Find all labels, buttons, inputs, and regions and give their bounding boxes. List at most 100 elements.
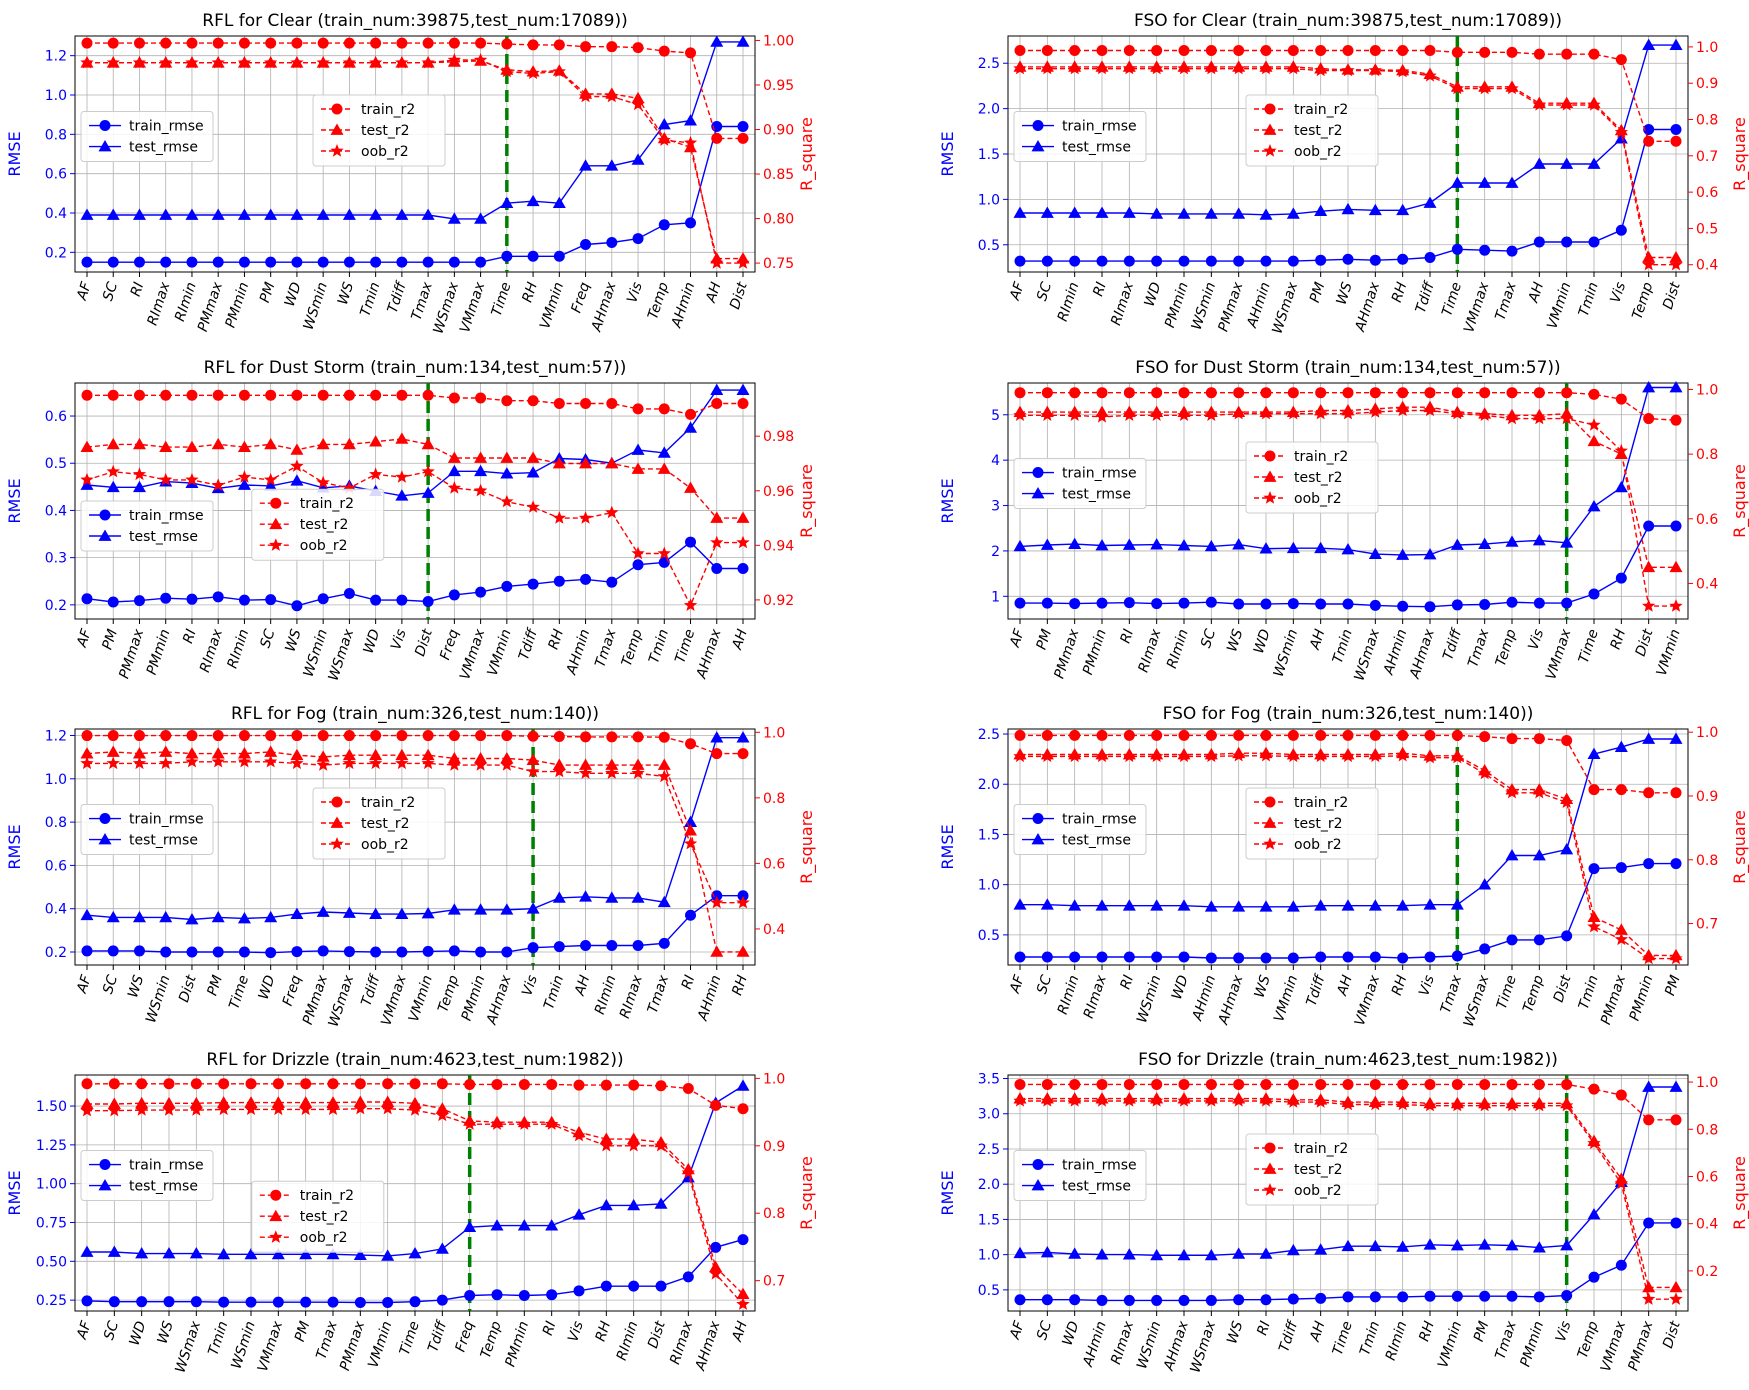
data-point-train_r2	[1151, 729, 1163, 741]
data-point-train_rmse	[1178, 1294, 1190, 1306]
legend-label: train_r2	[1294, 102, 1348, 118]
data-point-train_r2	[1069, 1078, 1081, 1090]
data-point-train_rmse	[1014, 951, 1026, 963]
data-point-train_rmse	[1670, 123, 1682, 135]
data-point-test_r2	[709, 1260, 723, 1273]
data-point-oob_r2	[353, 1101, 367, 1115]
data-point-test_r2	[1669, 1280, 1683, 1293]
legend-marker	[98, 140, 112, 152]
data-point-train_r2	[491, 1078, 503, 1090]
data-point-test_rmse	[631, 153, 645, 165]
x-tick-label: PMmax	[116, 627, 147, 681]
x-tick-label: RImax	[1108, 1319, 1137, 1367]
chart-panel: RFL for Fog (train_num:326,test_num:140)…	[5, 704, 817, 1029]
data-point-oob_r2	[290, 756, 304, 770]
data-point-train_r2	[396, 730, 408, 742]
data-point-train_r2	[1369, 1078, 1381, 1090]
data-point-oob_r2	[1368, 749, 1382, 763]
data-point-train_r2	[518, 1078, 530, 1090]
data-point-train_rmse	[81, 593, 93, 605]
data-point-oob_r2	[1177, 1094, 1191, 1107]
data-point-test_r2	[631, 758, 645, 770]
y-right-axis-label: R_square	[1730, 1156, 1749, 1230]
data-point-train_rmse	[218, 1296, 230, 1308]
data-point-train_r2	[163, 1078, 175, 1090]
legend-marker	[98, 529, 112, 541]
data-point-train_rmse	[265, 594, 277, 606]
legend-frame	[251, 488, 385, 561]
data-point-train_rmse	[81, 945, 93, 957]
data-point-test_rmse	[1286, 900, 1300, 912]
data-point-train_r2	[396, 37, 408, 49]
data-point-test_rmse	[185, 913, 199, 925]
data-point-test_rmse	[1532, 849, 1546, 861]
x-tick-label: Freq	[437, 627, 462, 662]
legend-label: train_rmse	[1062, 1158, 1137, 1174]
x-tick-label: AHmax	[1161, 1319, 1192, 1374]
data-point-oob_r2	[264, 754, 278, 768]
data-point-test_rmse	[1505, 1238, 1519, 1251]
data-point-test_rmse	[1423, 548, 1437, 560]
legend-rmse: train_rmse test_rmse	[80, 500, 214, 552]
data-point-test_rmse	[106, 480, 120, 493]
y-left-tick-label: 2	[991, 544, 1000, 560]
data-point-test_rmse	[1259, 208, 1273, 220]
legend-label: test_r2	[300, 517, 349, 533]
data-point-train_r2	[81, 37, 93, 49]
series-line-oob_r2	[86, 465, 743, 608]
data-point-oob_r2	[709, 1266, 723, 1280]
data-point-train_rmse	[1014, 255, 1026, 267]
plot-frame	[74, 382, 756, 620]
data-point-train_r2	[81, 730, 93, 742]
data-point-test_r2	[80, 440, 94, 452]
x-tick-label: AH	[1307, 627, 1329, 652]
data-point-test_rmse	[1013, 206, 1027, 218]
data-point-train_rmse	[1123, 597, 1135, 609]
x-tick-label: Dist	[727, 280, 751, 312]
x-tick-label: RImin	[614, 1319, 642, 1362]
data-point-test_rmse	[1669, 732, 1683, 744]
chart-title: RFL for Clear (train_num:39875,test_num:…	[202, 11, 627, 31]
data-point-train_r2	[685, 738, 697, 750]
data-point-oob_r2	[526, 66, 540, 80]
data-point-train_rmse	[682, 1271, 694, 1283]
data-point-train_rmse	[160, 592, 172, 604]
data-point-train_r2	[711, 397, 723, 409]
x-tick-label: WS	[155, 1319, 177, 1346]
data-point-train_rmse	[1205, 952, 1217, 964]
x-tick-label: Time	[1494, 973, 1520, 1011]
x-tick-label: SC	[100, 280, 121, 303]
data-point-train_rmse	[1479, 1290, 1491, 1302]
data-point-train_rmse	[685, 217, 697, 229]
data-point-oob_r2	[106, 756, 120, 770]
x-tick-label: Tmin	[1357, 1319, 1383, 1357]
legend-marker	[1263, 1162, 1277, 1174]
x-tick-label: AHmin	[1189, 973, 1219, 1023]
data-point-train_r2	[573, 1079, 585, 1091]
x-tick-label: Tmax	[1465, 627, 1493, 670]
y-right-tick-label: 0.8	[1696, 1122, 1718, 1138]
data-point-train_rmse	[265, 947, 277, 959]
legend-marker	[1032, 1159, 1044, 1171]
data-point-oob_r2	[162, 1103, 176, 1116]
y-left-tick-label: 0.2	[45, 598, 67, 614]
data-point-test_rmse	[526, 902, 540, 914]
data-point-oob_r2	[421, 756, 435, 770]
data-point-train_rmse	[606, 237, 618, 248]
x-tick-label: Freq	[280, 973, 305, 1008]
x-tick-label: PM	[99, 627, 121, 651]
y-right-tick-label: 0.4	[1696, 576, 1718, 592]
series-line-train_rmse	[86, 541, 743, 607]
data-point-test_r2	[106, 745, 120, 757]
data-point-test_r2	[135, 1096, 149, 1109]
data-point-train_r2	[1342, 729, 1354, 741]
data-point-test_r2	[342, 748, 356, 761]
data-point-test_r2	[244, 1096, 258, 1108]
legend-r2: train_r2 test_r2 oob_r2	[1245, 441, 1379, 514]
data-point-test_rmse	[1314, 1243, 1328, 1255]
data-point-test_r2	[271, 1096, 285, 1108]
legend-r2: train_r2 test_r2 oob_r2	[312, 94, 446, 167]
x-tick-label: AHmin	[668, 280, 698, 330]
data-point-train_r2	[632, 731, 644, 743]
data-point-oob_r2	[1232, 748, 1246, 762]
